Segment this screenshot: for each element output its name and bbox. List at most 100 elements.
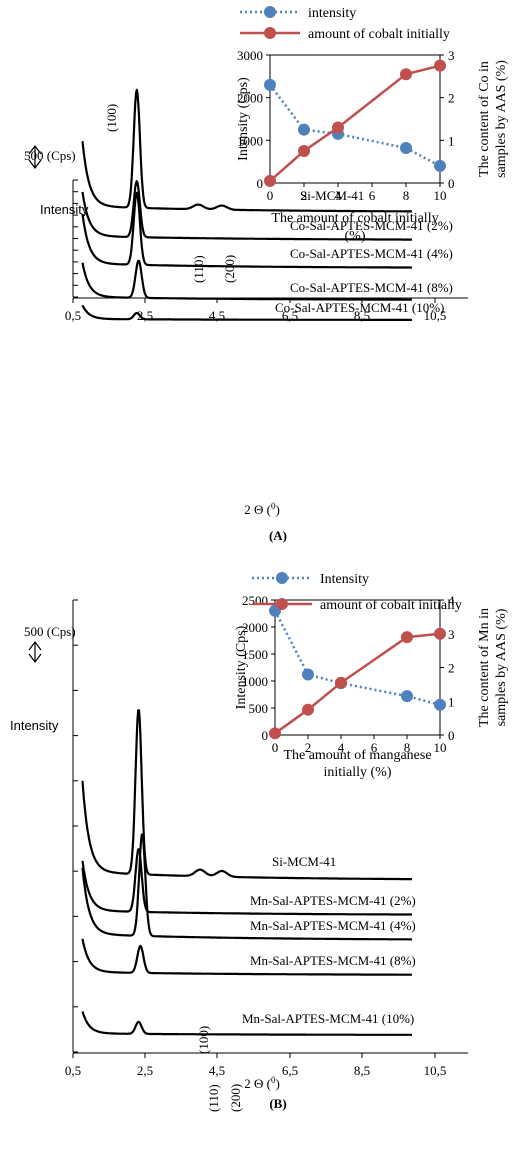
- x-tick-label: 8,5: [354, 1063, 370, 1078]
- x-axis-label: 2 Θ (0): [244, 501, 280, 517]
- x-axis-label: 2 Θ (0): [244, 1075, 280, 1091]
- legend-label: intensity: [308, 6, 356, 21]
- peak-label: (110): [206, 1084, 221, 1112]
- inset-cobalt-point: [269, 727, 281, 740]
- series-label: Mn-Sal-APTES-MCM-41 (2%): [250, 893, 416, 908]
- inset-x-tick-label: 0: [272, 740, 279, 755]
- panel-label: (A): [269, 528, 287, 543]
- inset-y-right-label: The content of Co in: [477, 61, 492, 177]
- inset-intensity-point: [298, 123, 310, 136]
- xrd-trace: [81, 709, 413, 881]
- inset-cobalt-line: [269, 64, 441, 182]
- inset-intensity-point: [434, 698, 446, 711]
- legend-swatch-marker: [264, 27, 276, 39]
- inset-x-tick-label: 10: [434, 740, 447, 755]
- inset-y-right-tick-label: 2: [448, 661, 455, 676]
- inset-y-right-tick-label: 0: [448, 176, 455, 191]
- inset-intensity-point: [400, 142, 412, 155]
- inset-y-right-tick-label: 2: [448, 91, 455, 106]
- legend-label: amount of cobalt initially: [320, 598, 462, 613]
- inset-y-right-tick-label: 4: [448, 593, 455, 608]
- series-label: Co-Sal-APTES-MCM-41 (4%): [290, 246, 453, 261]
- inset-y-left-tick-label: 500: [249, 701, 269, 716]
- inset-cobalt-point: [332, 121, 344, 134]
- scale-label: 500 (Cps): [24, 624, 76, 639]
- peak-label: (100): [196, 1026, 211, 1054]
- series-label: Co-Sal-APTES-MCM-41 (8%): [290, 280, 453, 295]
- series-label: Mn-Sal-APTES-MCM-41 (4%): [250, 918, 416, 933]
- peak-label: (110): [191, 255, 206, 283]
- inset-intensity-line: [273, 610, 441, 707]
- inset-intensity-point: [434, 159, 446, 172]
- xrd-trace: [81, 259, 413, 301]
- inset-x-tick-label: 2: [305, 740, 312, 755]
- inset-y-right-tick-label: 3: [448, 627, 455, 642]
- inset-x-label: The amount of cobalt initially: [271, 211, 438, 226]
- inset-y-left-tick-label: 2000: [242, 620, 268, 635]
- xrd-trace: [81, 304, 413, 321]
- inset-y-left-label: Intensity (Cps): [236, 77, 251, 161]
- inset-y-right-label: The content of Mn in: [477, 608, 492, 727]
- inset-cobalt-point: [434, 627, 446, 640]
- legend-swatch-marker: [264, 6, 276, 18]
- inset-cobalt-point: [401, 631, 413, 644]
- scale-arrow-head-down: [28, 653, 42, 663]
- inset-cobalt-point: [434, 59, 446, 72]
- inset-y-right-tick-label: 0: [448, 728, 455, 743]
- inset-y-right-tick-label: 1: [448, 694, 455, 709]
- inset-intensity-line: [269, 84, 441, 168]
- scale-arrow-head-down: [28, 159, 42, 169]
- inset-x-tick-label: 10: [434, 188, 447, 203]
- scale-arrow-head-up: [28, 641, 42, 651]
- xrd-trace: [81, 191, 413, 269]
- inset-y-left-tick-label: 3000: [237, 48, 263, 63]
- panel-label: (B): [269, 1096, 286, 1111]
- inset-cobalt-line: [274, 632, 441, 735]
- inset-intensity-point: [302, 668, 314, 681]
- inset-y-left-tick-label: 1500: [242, 647, 268, 662]
- x-tick-label: 4,5: [209, 1063, 225, 1078]
- scale-label: 500 (Cps): [24, 148, 76, 163]
- peak-label: (100): [104, 104, 119, 132]
- inset-x-label-line2: (%): [345, 229, 366, 244]
- legend-swatch-marker: [276, 572, 288, 584]
- inset-x-tick-label: 0: [267, 188, 274, 203]
- legend-label: Intensity: [320, 572, 369, 587]
- series-label: Co-Sal-APTES-MCM-41 (2%): [290, 218, 453, 233]
- inset-y-left-tick-label: 2000: [237, 91, 263, 106]
- inset-cobalt-point: [298, 145, 310, 157]
- series-label: Mn-Sal-APTES-MCM-41 (10%): [242, 1011, 414, 1026]
- inset-x-tick-label: 4: [338, 740, 345, 755]
- xrd-trace: [81, 180, 413, 241]
- inset-y-right-tick-label: 3: [448, 48, 455, 63]
- xrd-trace: [81, 938, 413, 976]
- inset-cobalt-point: [302, 703, 314, 716]
- inset-x-tick-label: 8: [403, 188, 410, 203]
- inset-cobalt-point: [335, 676, 347, 689]
- inset-x-tick-label: 4: [335, 188, 342, 203]
- inset-x-tick-label: 6: [371, 740, 378, 755]
- inset-y-right-label-line2: samples by AAS (%): [494, 608, 509, 726]
- inset-x-label: The amount of manganese: [283, 748, 431, 763]
- x-tick-label: 0,5: [65, 308, 81, 323]
- scale-arrow-head-up: [28, 145, 42, 155]
- inset-y-left-label: Intensity (Cps): [234, 625, 249, 709]
- inset-x-label-line2: initially (%): [323, 765, 391, 780]
- y-axis-label: Intensity: [10, 718, 59, 733]
- xrd-trace: [81, 848, 413, 916]
- inset-cobalt-point: [400, 68, 412, 81]
- xrd-trace: [81, 88, 413, 213]
- x-tick-label: 10,5: [424, 1063, 447, 1078]
- x-tick-label: 6,5: [282, 1063, 298, 1078]
- series-label: Si-MCM-41: [300, 188, 364, 203]
- xrd-trace: [81, 1011, 413, 1036]
- xrd-trace: [81, 833, 413, 941]
- inset-frame: [269, 54, 441, 184]
- x-tick-label: 4,5: [209, 308, 225, 323]
- legend-label: amount of cobalt initially: [308, 27, 450, 42]
- y-axis-label: Intensity: [40, 202, 89, 217]
- inset-x-tick-label: 2: [301, 188, 308, 203]
- x-tick-label: 2,5: [137, 1063, 153, 1078]
- inset-cobalt-point: [264, 174, 276, 187]
